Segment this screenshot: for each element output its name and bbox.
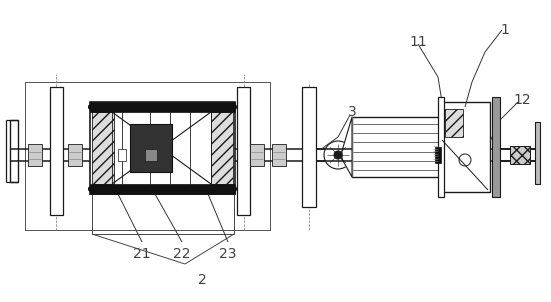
Text: 3: 3 (348, 105, 356, 119)
Text: 1: 1 (500, 23, 510, 37)
Bar (130, 124, 172, 172)
Circle shape (324, 141, 352, 169)
Text: 12: 12 (513, 93, 531, 107)
Bar (90, 184, 235, 194)
Bar (28, 144, 42, 166)
Bar (118, 149, 126, 161)
Text: 2: 2 (198, 273, 207, 287)
Circle shape (334, 151, 342, 159)
Bar (492, 97, 500, 197)
Bar (445, 109, 463, 137)
Bar (440, 102, 490, 192)
Bar (302, 87, 316, 207)
Circle shape (231, 104, 236, 110)
Circle shape (89, 104, 94, 110)
Bar (25, 82, 270, 230)
Text: 22: 22 (173, 247, 191, 261)
Polygon shape (342, 117, 352, 177)
Bar (90, 102, 235, 112)
Bar (510, 146, 530, 164)
Bar (250, 144, 264, 166)
Bar (272, 144, 286, 166)
Circle shape (231, 187, 236, 191)
Bar (10, 120, 18, 182)
Bar (68, 144, 82, 166)
Text: 21: 21 (133, 247, 151, 261)
Bar (438, 97, 444, 197)
Circle shape (459, 154, 471, 166)
Circle shape (89, 187, 94, 191)
Text: 23: 23 (219, 247, 237, 261)
Bar (211, 112, 233, 184)
Bar (237, 87, 250, 215)
Text: 11: 11 (409, 35, 427, 49)
Bar (50, 87, 63, 215)
Bar (90, 102, 235, 194)
Bar (435, 147, 441, 163)
Bar (352, 117, 440, 177)
Bar (92, 112, 114, 184)
Bar (145, 149, 157, 161)
Bar (535, 122, 540, 184)
